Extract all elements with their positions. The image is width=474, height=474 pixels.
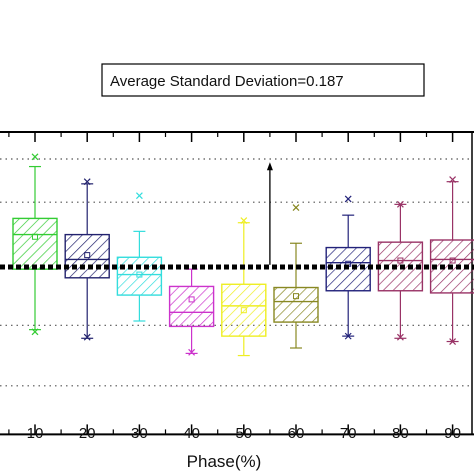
x-tick-label: 20 <box>79 425 96 442</box>
outlier-marker <box>31 328 39 336</box>
box-40 <box>168 268 215 356</box>
outlier-marker <box>449 338 457 345</box>
outlier-marker <box>292 204 300 212</box>
mean-marker <box>32 233 38 240</box>
box-body <box>12 217 58 270</box>
x-tick-label: 70 <box>340 425 357 442</box>
box-body <box>64 233 110 279</box>
mean-marker <box>240 307 247 314</box>
mean-marker <box>293 293 299 300</box>
outlier-marker <box>83 333 91 341</box>
x-axis-title: Phase(%) <box>187 452 262 471</box>
box-body <box>221 283 267 337</box>
box-10 <box>12 153 58 336</box>
mean-marker <box>449 257 456 264</box>
x-tick-label: 50 <box>235 425 252 442</box>
x-tick-label: 90 <box>444 425 461 442</box>
outlier-marker <box>240 217 248 224</box>
annotation-layer: Average Standard Deviation=0.187 <box>101 63 425 265</box>
gridlines <box>0 158 470 387</box>
x-tick-label: 10 <box>27 425 44 442</box>
boxes-layer <box>12 153 474 357</box>
box-80 <box>377 200 424 341</box>
annotation-arrow <box>266 162 273 265</box>
annotation-box <box>101 63 425 97</box>
x-tick-label: 30 <box>131 425 148 442</box>
annotation-text: Average Standard Deviation=0.187 <box>110 73 344 90</box>
outlier-marker <box>188 348 196 356</box>
box-60 <box>273 204 319 349</box>
outlier-marker <box>449 176 457 183</box>
outlier-marker <box>31 153 39 161</box>
box-50 <box>221 217 267 357</box>
x-tick-label: 80 <box>392 425 409 442</box>
outlier-marker <box>344 195 352 203</box>
x-tick-label: 40 <box>183 425 200 442</box>
box-30 <box>116 192 163 322</box>
outlier-marker <box>344 332 352 340</box>
box-body <box>168 285 215 328</box>
mean-marker <box>397 257 404 264</box>
outlier-marker <box>83 178 91 186</box>
box-body <box>273 286 319 323</box>
mean-marker <box>84 252 91 259</box>
outlier-marker <box>135 192 143 200</box>
box-90 <box>429 176 474 345</box>
mean-marker <box>136 271 143 278</box>
mean-marker <box>188 296 195 303</box>
box-20 <box>64 178 110 341</box>
x-tick-labels: 10 20 30 40 50 60 70 80 90 <box>27 425 461 442</box>
x-tick-label: 60 <box>288 425 305 442</box>
box-body <box>116 256 163 296</box>
outlier-marker <box>396 200 404 208</box>
outlier-marker <box>396 333 404 341</box>
